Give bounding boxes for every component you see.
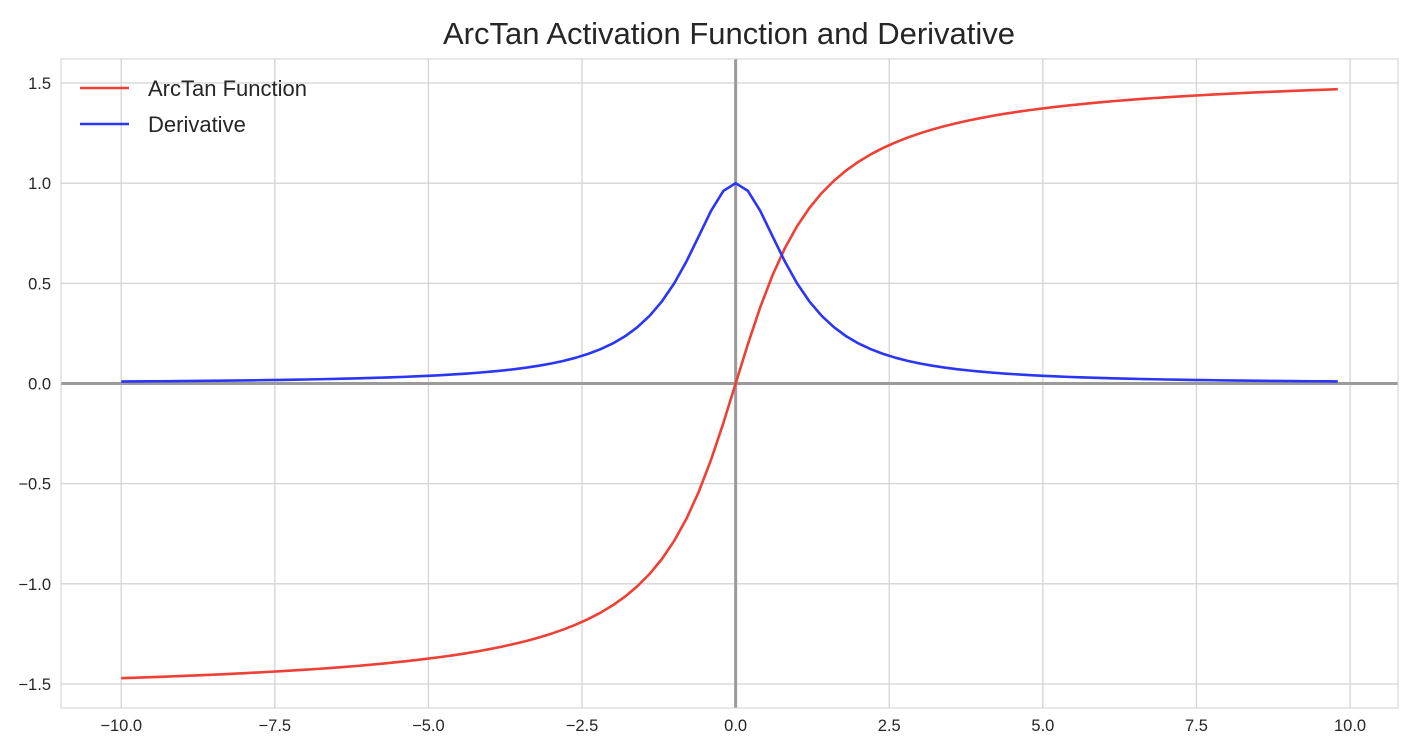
y-tick-label: 1.0: [28, 175, 51, 193]
y-tick-label: −0.5: [18, 476, 51, 494]
x-tick-label: 7.5: [1185, 717, 1208, 735]
y-tick-label: 1.5: [28, 75, 51, 93]
series-line-arctan-function: [121, 87, 1338, 680]
legend-label: Derivative: [148, 112, 246, 137]
series-line-derivative: [121, 181, 1338, 383]
chart-title: ArcTan Activation Function and Derivativ…: [443, 16, 1015, 51]
x-tick-label: 10.0: [1334, 717, 1366, 735]
x-tick-label: −10.0: [100, 717, 142, 735]
y-tick-label: −1.0: [18, 576, 51, 594]
legend-item: ArcTan Function: [80, 76, 307, 101]
y-tick-label: 0.5: [28, 275, 51, 293]
y-tick-label: −1.5: [18, 676, 51, 694]
x-tick-label: 2.5: [878, 717, 901, 735]
zero-axis-lines: [61, 59, 1398, 708]
x-tick-label: −5.0: [412, 717, 445, 735]
x-tick-label: 5.0: [1031, 717, 1054, 735]
legend-item: Derivative: [80, 112, 246, 137]
x-axis-tick-labels: −10.0 −7.5 −5.0 −2.5 0.0 2.5 5.0 7.5 10.0: [100, 717, 1366, 735]
plot-area-frame: [60, 58, 1399, 709]
y-axis-tick-labels: 1.5 1.0 0.5 0.0 −0.5 −1.0 −1.5: [18, 75, 51, 694]
x-tick-label: 0.0: [724, 717, 747, 735]
x-tick-label: −7.5: [259, 717, 292, 735]
y-tick-label: 0.0: [28, 376, 51, 394]
legend-label: ArcTan Function: [148, 76, 307, 101]
legend: ArcTan Function Derivative: [80, 76, 307, 137]
x-tick-label: −2.5: [566, 717, 599, 735]
series-lines: [121, 87, 1338, 680]
